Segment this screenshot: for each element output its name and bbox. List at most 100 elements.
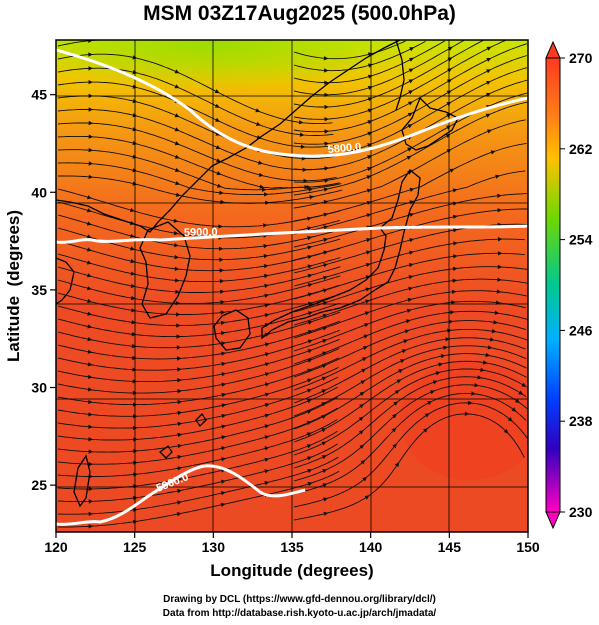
streamline-arrow [221, 413, 227, 419]
drawing-credit: Drawing by DCL (https://www.gfd-dennou.o… [163, 594, 436, 605]
streamline-arrow [486, 69, 492, 74]
streamline-arrow [261, 187, 267, 192]
streamline-arrow [307, 273, 313, 278]
streamline-arrow [129, 207, 135, 213]
streamline-arrow [219, 257, 224, 262]
streamline-arrow [133, 472, 138, 477]
streamline [293, 40, 507, 120]
streamline-arrow [175, 192, 181, 197]
streamline [293, 41, 426, 72]
streamline-arrow [471, 391, 476, 396]
streamline-arrow [221, 341, 226, 346]
streamline [57, 162, 342, 196]
coastline-sakhalin [395, 40, 405, 111]
streamline-arrow [177, 455, 183, 460]
streamline-arrow [264, 424, 270, 429]
streamline-arrow [324, 178, 330, 183]
streamline-arrow [423, 428, 428, 433]
streamline-arrow [366, 188, 372, 193]
streamline-arrow [264, 273, 269, 279]
streamline-arrow [221, 361, 227, 367]
streamline-arrow [486, 46, 492, 51]
x-tick-label: 145 [438, 539, 462, 555]
streamline-arrow [323, 225, 329, 230]
streamline-arrow [408, 68, 414, 73]
streamline-arrow [453, 228, 458, 233]
streamline-arrow [486, 81, 491, 85]
streamline [57, 366, 339, 417]
streamline [57, 456, 339, 515]
streamline [57, 188, 340, 228]
streamline-arrow [307, 292, 313, 297]
streamline-arrow [264, 403, 270, 408]
streamline-arrow [175, 289, 180, 294]
streamline-arrow [176, 512, 182, 517]
y-tick-label: 25 [31, 477, 47, 493]
streamline [57, 293, 341, 326]
contour-5800 [56, 48, 528, 158]
streamline-arrow [264, 469, 270, 474]
streamline-arrow [258, 160, 263, 165]
streamline-arrow [408, 275, 414, 280]
streamline-arrow [221, 457, 226, 462]
x-tick-label: 150 [516, 539, 540, 555]
streamline-arrow [321, 364, 327, 369]
streamline-arrow [407, 297, 413, 303]
streamline-arrow [495, 174, 501, 179]
streamline-arrow [392, 443, 397, 449]
streamline-arrow [308, 187, 314, 192]
streamline-arrow [264, 435, 270, 440]
streamline-arrow [214, 89, 220, 94]
streamline [293, 238, 525, 287]
streamline-arrow [86, 234, 92, 239]
streamline-arrow [131, 308, 136, 313]
streamline-arrow [359, 444, 365, 449]
streamline-arrow [307, 456, 312, 461]
streamline-arrow [88, 66, 93, 71]
streamline-arrow [497, 208, 503, 213]
streamline-arrow [263, 243, 269, 249]
streamline-arrow [491, 329, 497, 334]
streamline [57, 376, 339, 429]
streamline-arrow [306, 421, 312, 425]
y-axis-label: Latitude (degrees) [4, 210, 23, 362]
streamline-arrow [264, 352, 270, 357]
streamline-arrow [306, 444, 312, 449]
streamline-arrow [264, 413, 270, 418]
streamline-arrow [87, 273, 92, 278]
streamline-arrow [220, 479, 226, 484]
streamline-arrow [264, 392, 270, 397]
streamline-arrow [407, 147, 413, 152]
streamline [57, 338, 340, 383]
streamline-arrow [407, 112, 413, 117]
streamline-arrow [323, 497, 328, 502]
coastline-continent [56, 40, 401, 305]
x-axis-label: Longitude (degrees) [210, 561, 373, 580]
streamline-arrow [86, 221, 92, 226]
streamline-arrow [480, 367, 485, 372]
streamline-arrow [88, 174, 94, 179]
streamline-arrow [216, 158, 222, 163]
streamline-arrow [304, 185, 309, 190]
streamline [57, 214, 341, 250]
streamline-arrow [365, 287, 371, 292]
streamline-arrow [88, 80, 93, 85]
streamline-arrow [364, 311, 370, 316]
streamline-arrow [367, 63, 373, 68]
streamline-arrow [453, 241, 458, 246]
streamline-arrow [322, 288, 328, 293]
streamline-arrow [219, 279, 225, 284]
streamline-arrow [451, 289, 457, 295]
streamline-arrow [396, 379, 402, 384]
streamline-arrow [307, 330, 313, 335]
streamline-arrow [362, 476, 368, 482]
streamline-arrow [133, 449, 138, 454]
streamline-arrow [219, 190, 224, 195]
streamline-arrow [219, 246, 224, 251]
streamline-arrow [409, 47, 415, 52]
streamline-arrow [177, 488, 182, 494]
streamline-arrow [174, 254, 180, 260]
streamline-arrow [358, 430, 364, 435]
streamline [57, 266, 341, 293]
coastline-honshu [261, 169, 421, 340]
